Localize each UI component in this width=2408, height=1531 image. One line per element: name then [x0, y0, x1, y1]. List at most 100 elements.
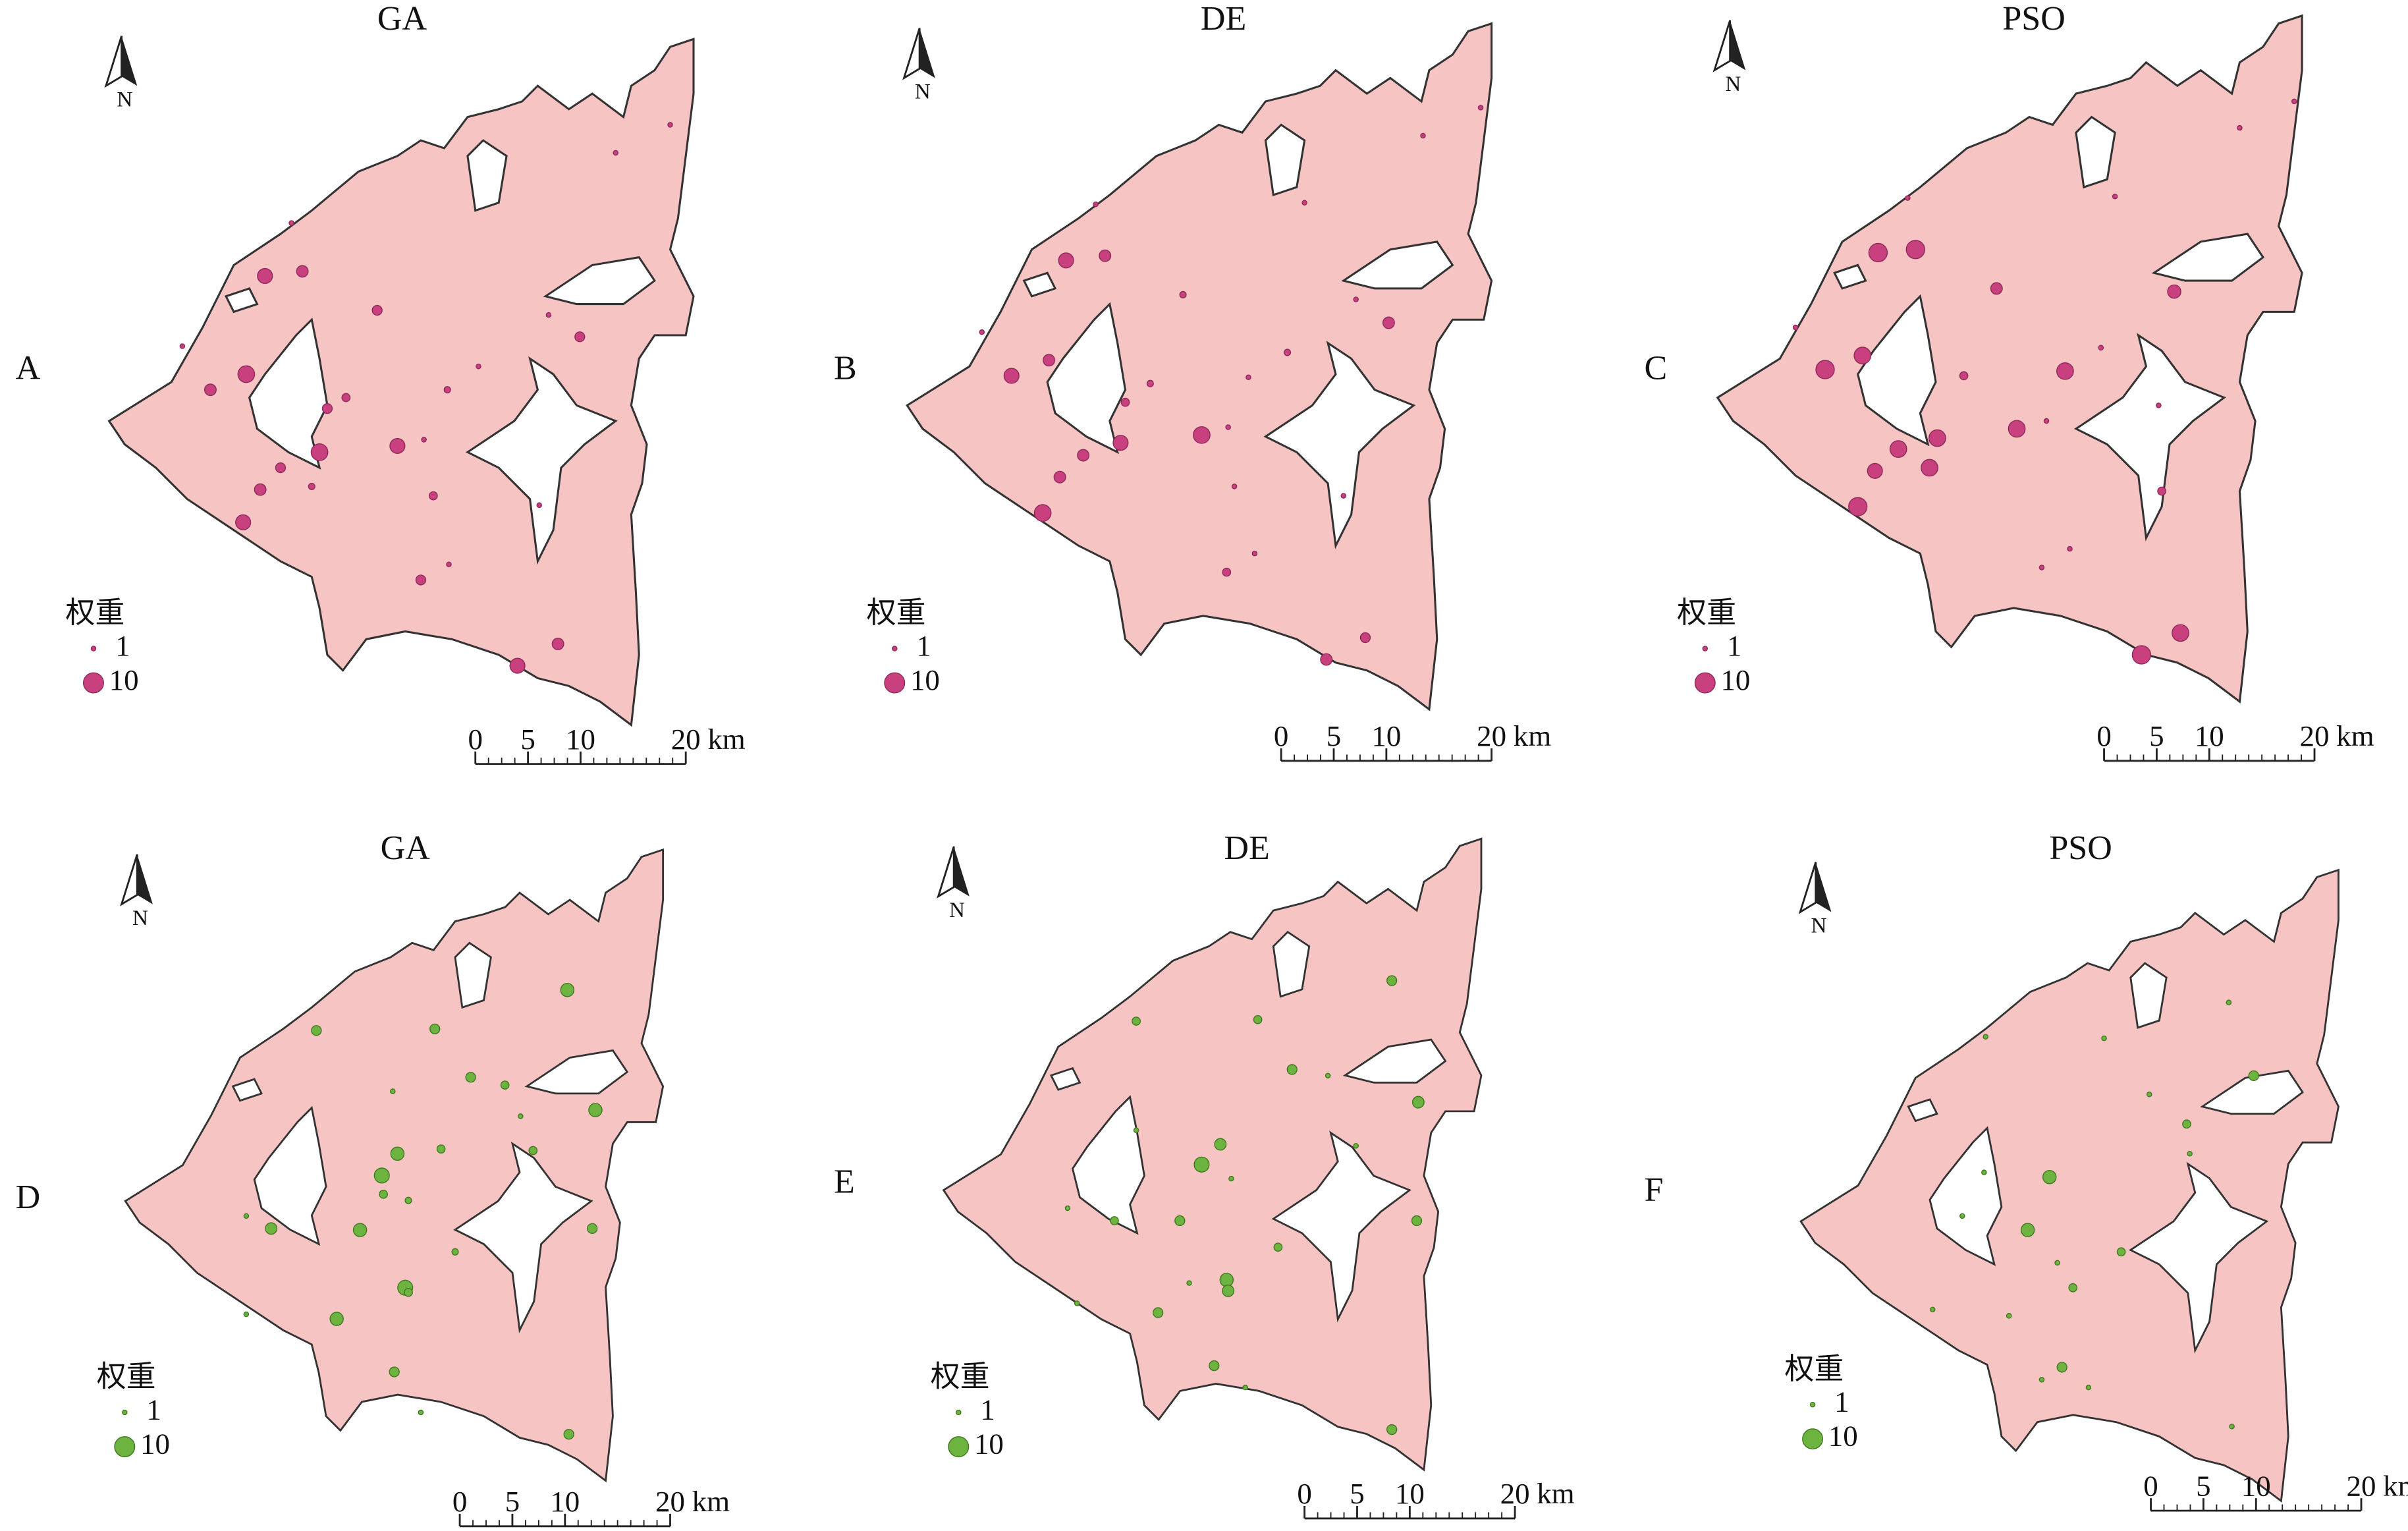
weight-dot — [1867, 462, 1883, 479]
weight-dot — [1093, 201, 1099, 208]
legend-label: 10 — [974, 1427, 1004, 1460]
weight-dot — [421, 437, 427, 443]
weight-dot — [308, 482, 315, 490]
weight-dot — [2112, 194, 2118, 200]
panel-title: DE — [1224, 829, 1269, 867]
weight-dot — [1058, 252, 1074, 269]
weight-dot — [296, 265, 309, 278]
legend-dot — [1694, 672, 1716, 694]
panel-title: PSO — [2002, 0, 2065, 38]
legend-dot — [83, 672, 104, 694]
weight-dot — [2167, 284, 2181, 299]
scale-label: 20 — [2347, 1469, 2376, 1502]
scale-unit: km — [1537, 1477, 1574, 1510]
north-arrow — [1798, 862, 1817, 914]
weight-dot — [1889, 440, 1907, 459]
weight-dot — [1320, 653, 1333, 666]
weight-dot — [1225, 424, 1231, 430]
weight-dot — [418, 1409, 424, 1416]
weight-dot — [1411, 1215, 1423, 1227]
legend-dot — [1802, 1428, 1824, 1450]
weight-dot — [1983, 1034, 1988, 1040]
weight-dot — [1386, 1424, 1398, 1435]
weight-dot — [390, 1146, 405, 1161]
panel-label: C — [1644, 349, 1667, 387]
panel-label: A — [16, 349, 41, 387]
weight-dot — [1411, 1096, 1425, 1109]
weight-dot — [1340, 493, 1347, 499]
legend-label: 1 — [916, 629, 931, 662]
weight-dot — [237, 365, 256, 383]
weight-dot — [1179, 291, 1187, 298]
weight-dot — [311, 1025, 322, 1036]
weight-dot — [2098, 345, 2104, 351]
weight-dot — [536, 502, 543, 509]
land-area — [1799, 869, 2340, 1502]
scale-label: 5 — [2149, 719, 2164, 752]
north-arrow — [137, 854, 153, 905]
weight-dot — [379, 1189, 388, 1199]
weight-dot — [2067, 545, 2073, 552]
north-label: N — [915, 80, 931, 104]
weight-dot — [2291, 98, 2297, 105]
north-arrow — [954, 847, 970, 897]
weight-dot — [1386, 975, 1398, 986]
weight-dot — [1325, 1072, 1331, 1079]
weight-dot — [1921, 459, 1938, 477]
panel-label: D — [16, 1179, 41, 1216]
weight-dot — [1284, 348, 1292, 356]
scale-unit: km — [1514, 719, 1551, 752]
weight-dot — [979, 329, 985, 335]
scale-label: 0 — [452, 1485, 467, 1518]
land-area — [108, 38, 695, 727]
weight-dot — [1359, 632, 1371, 644]
weight-dot — [2056, 362, 2074, 380]
scale-label: 10 — [550, 1485, 580, 1518]
legend-title: 权重 — [1784, 1352, 1844, 1385]
weight-dot — [2248, 1070, 2259, 1082]
land-area — [124, 849, 665, 1482]
north-arrow — [120, 854, 138, 906]
north-arrow — [902, 28, 921, 80]
weight-dot — [1792, 324, 1799, 331]
legend-dot — [90, 646, 97, 652]
legend-title: 权重 — [1677, 596, 1736, 629]
weight-dot — [2043, 418, 2050, 424]
weight-dot — [1245, 374, 1251, 381]
legend-dot — [114, 1436, 136, 1458]
weight-dot — [1132, 1016, 1141, 1026]
weight-dot — [1003, 368, 1020, 384]
panel-label: B — [834, 349, 857, 387]
land-area — [906, 22, 1493, 711]
weight-dot — [2056, 1362, 2067, 1373]
legend-label: 10 — [109, 663, 139, 696]
weight-dot — [588, 1103, 603, 1117]
legend-dot — [956, 1409, 962, 1416]
weight-dot — [235, 514, 252, 530]
weight-dot — [2006, 1313, 2012, 1319]
weight-dot — [2172, 624, 2189, 642]
weight-dot — [443, 386, 451, 394]
weight-dot — [1868, 242, 1888, 263]
legend-dot — [122, 1409, 128, 1416]
weight-dot — [2042, 1169, 2057, 1184]
weight-dot — [2039, 1377, 2045, 1383]
weight-dot — [1193, 426, 1211, 444]
weight-dot — [2054, 1260, 2060, 1266]
map — [906, 22, 1493, 711]
weight-dot — [500, 1080, 510, 1090]
weight-dot — [243, 1213, 250, 1219]
weight-dot — [1273, 1242, 1283, 1252]
panel-title: GA — [377, 0, 427, 38]
weight-dot — [1110, 1216, 1119, 1225]
weight-dot — [1242, 1384, 1248, 1391]
weight-dot — [2156, 403, 2162, 408]
weight-dot — [1219, 1273, 1234, 1287]
legend-dot — [1702, 646, 1709, 652]
scale-label: 0 — [2096, 719, 2111, 752]
weight-dot — [2085, 1384, 2092, 1391]
weight-dot — [390, 1088, 396, 1094]
